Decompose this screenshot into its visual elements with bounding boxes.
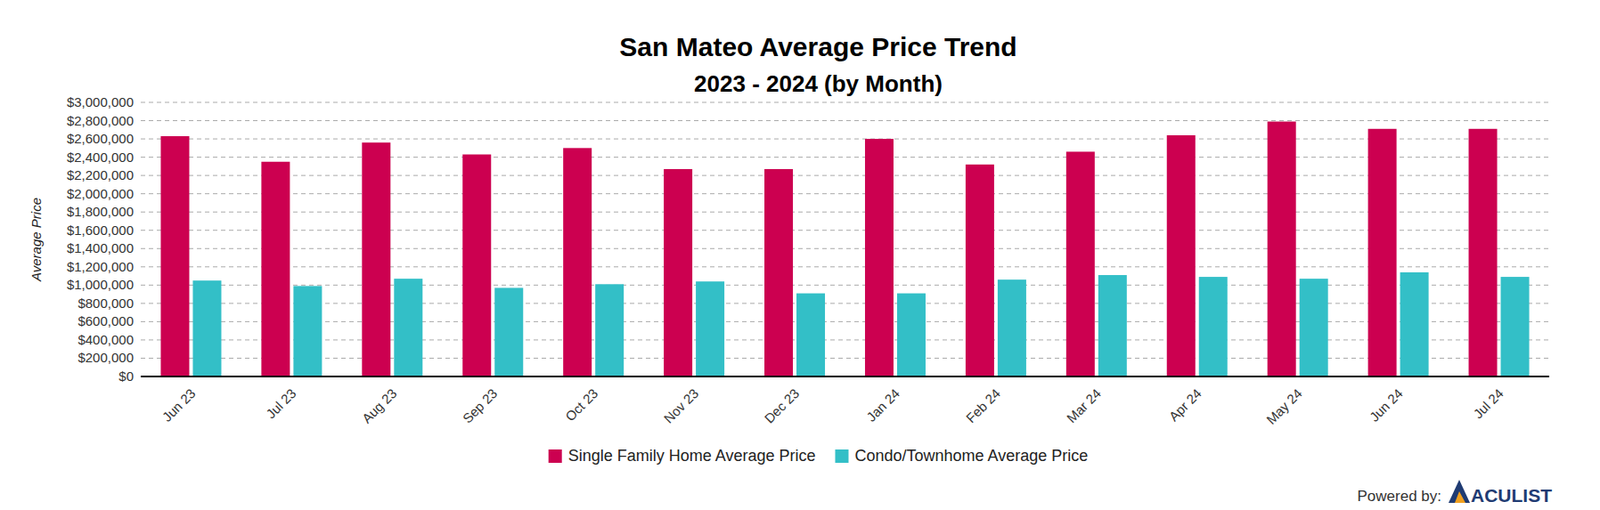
bar bbox=[160, 136, 189, 377]
bars bbox=[160, 122, 1529, 377]
grid-line bbox=[140, 285, 1550, 286]
x-tick-label: Aug 23 bbox=[359, 385, 400, 427]
logo-icon bbox=[1448, 480, 1470, 504]
grid-line bbox=[140, 376, 1550, 378]
grid-line bbox=[140, 212, 1550, 213]
grid-line bbox=[140, 248, 1550, 250]
bar bbox=[1400, 272, 1429, 377]
grid-line bbox=[140, 156, 1550, 158]
bar bbox=[1199, 277, 1228, 377]
grid-line bbox=[140, 339, 1550, 341]
x-tick-label: Jul 24 bbox=[1469, 385, 1506, 422]
legend-label: Single Family Home Average Price bbox=[568, 447, 817, 466]
x-axis-line bbox=[140, 375, 1550, 378]
x-tick-label: Apr 24 bbox=[1166, 385, 1205, 425]
bar bbox=[462, 155, 491, 377]
legend-swatch bbox=[548, 449, 563, 464]
grid-line bbox=[140, 138, 1550, 140]
bar bbox=[695, 281, 725, 377]
grid-line bbox=[140, 321, 1550, 323]
bar bbox=[764, 169, 793, 377]
bar bbox=[494, 287, 523, 377]
y-tick-label: $2,000,000 bbox=[66, 186, 134, 202]
y-axis-label: Average Price bbox=[28, 197, 44, 283]
y-tick-label: $1,600,000 bbox=[66, 222, 134, 238]
bar bbox=[563, 147, 592, 377]
y-tick-label: $3,000,000 bbox=[66, 94, 134, 110]
subtitle: 2023 - 2024 (by Month) bbox=[693, 70, 943, 98]
bar bbox=[997, 279, 1027, 377]
bar bbox=[865, 138, 894, 377]
y-tick-label: $1,400,000 bbox=[66, 240, 134, 256]
bar bbox=[965, 164, 995, 377]
bar bbox=[595, 284, 624, 377]
y-tick-label: $2,800,000 bbox=[66, 113, 134, 129]
credit: Powered by: bbox=[1357, 488, 1443, 506]
y-tick-label: $1,800,000 bbox=[66, 204, 134, 220]
bar bbox=[1299, 278, 1329, 377]
bar bbox=[1501, 277, 1530, 377]
x-tick-label: Mar 24 bbox=[1063, 385, 1104, 426]
grid-line bbox=[140, 120, 1550, 122]
bar bbox=[897, 293, 926, 377]
grid-line bbox=[140, 266, 1550, 268]
y-tick-label: $2,400,000 bbox=[66, 149, 134, 165]
grid-line bbox=[140, 358, 1550, 360]
bar bbox=[293, 285, 322, 377]
bar bbox=[796, 293, 825, 377]
legend-swatch bbox=[834, 449, 849, 464]
bar bbox=[261, 162, 290, 377]
y-tick-label: $600,000 bbox=[77, 313, 134, 329]
x-tick-label: Jun 24 bbox=[1366, 385, 1406, 425]
bar bbox=[1167, 135, 1196, 377]
bar bbox=[1098, 275, 1127, 377]
x-tick-label: Dec 23 bbox=[761, 385, 803, 427]
bar bbox=[1066, 151, 1095, 377]
title: San Mateo Average Price Trend bbox=[619, 32, 1017, 62]
y-tick-label: $400,000 bbox=[77, 332, 134, 348]
x-tick-label: Jul 23 bbox=[262, 385, 299, 422]
bar bbox=[1267, 122, 1297, 377]
legend: Single Family Home Average Price Condo/To… bbox=[548, 447, 1089, 466]
bar bbox=[192, 280, 221, 377]
y-tick-label: $2,600,000 bbox=[66, 130, 134, 147]
bar bbox=[1469, 129, 1498, 377]
y-tick-label: $200,000 bbox=[77, 350, 134, 366]
bar bbox=[393, 278, 423, 377]
grid-line bbox=[140, 175, 1550, 177]
y-tick-label: $1,000,000 bbox=[66, 277, 134, 293]
x-tick-label: Sep 23 bbox=[459, 385, 501, 427]
x-tick-label: Feb 24 bbox=[963, 385, 1004, 426]
grid-line bbox=[140, 229, 1550, 231]
bar bbox=[361, 142, 391, 377]
x-tick-label: Jun 23 bbox=[159, 385, 199, 425]
y-tick-label: $2,200,000 bbox=[66, 167, 134, 183]
y-tick-label: $0 bbox=[118, 368, 134, 384]
grid-line bbox=[140, 302, 1550, 304]
logo-icon bbox=[1454, 491, 1466, 504]
chart: San Mateo Average Price Trend 2023 - 2024… bbox=[0, 0, 1600, 510]
bar bbox=[663, 169, 693, 377]
x-tick-label: May 24 bbox=[1263, 385, 1306, 428]
grid-line bbox=[140, 193, 1550, 195]
y-tick-label: $1,200,000 bbox=[66, 259, 134, 275]
x-tick-label: Oct 23 bbox=[562, 385, 601, 425]
grid-line bbox=[140, 102, 1550, 104]
y-tick-label: $800,000 bbox=[77, 295, 134, 311]
bar bbox=[1368, 129, 1397, 377]
brand: ACULIST bbox=[1470, 485, 1552, 507]
x-tick-label: Nov 23 bbox=[661, 385, 703, 427]
x-tick-label: Jan 24 bbox=[863, 385, 903, 425]
legend-label: Condo/Townhome Average Price bbox=[854, 447, 1088, 466]
